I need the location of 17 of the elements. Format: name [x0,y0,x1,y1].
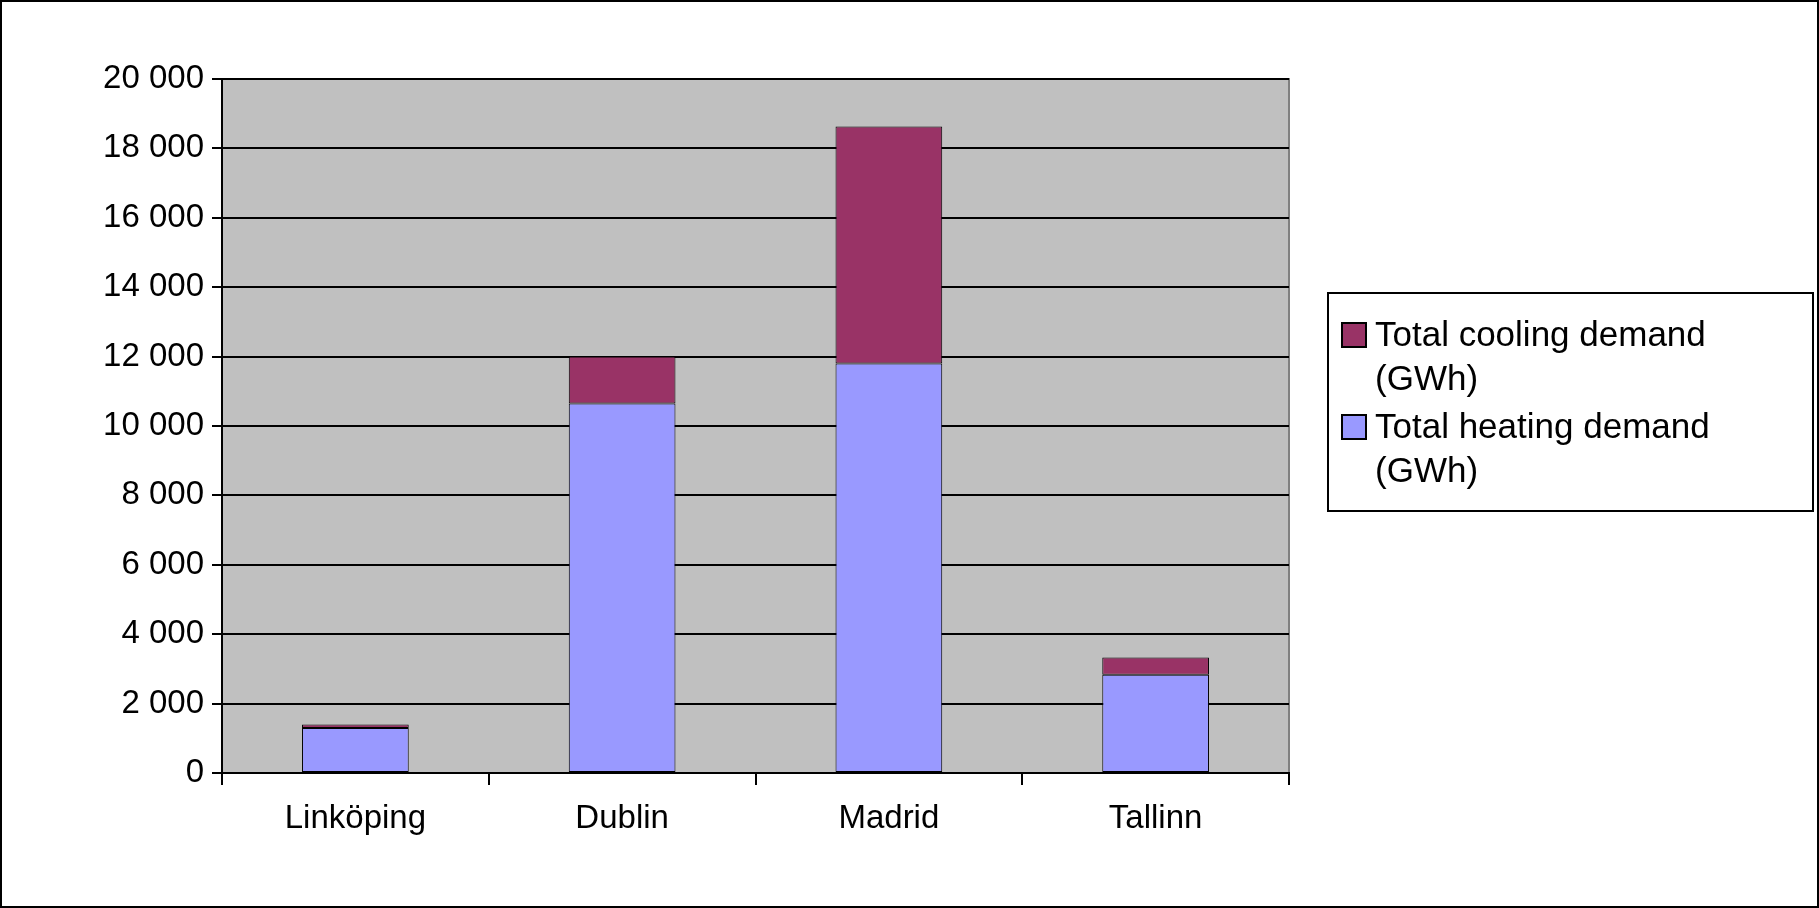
y-tick-label: 12 000 [103,335,204,373]
x-tick-label: Linköping [284,797,427,835]
legend-label: Total heating demand (GWh) [1375,405,1711,491]
legend-label: Total cooling demand (GWh) [1375,313,1707,399]
y-tick-label: 4 000 [121,613,204,651]
y-tick-label: 0 [185,752,204,790]
x-tick-label: Dublin [575,797,669,835]
x-tick-label: Madrid [838,797,940,835]
y-tick-label: 20 000 [103,58,204,96]
y-tick-label: 16 000 [103,196,204,234]
x-tick-label: Tallinn [1108,797,1203,835]
y-tick-label: 10 000 [103,405,204,443]
y-tick-label: 14 000 [103,266,204,304]
y-tick-label: 2 000 [121,682,204,720]
y-tick-label: 6 000 [121,543,204,581]
y-tick-label: 18 000 [103,127,204,165]
y-tick-label: 8 000 [121,474,204,512]
